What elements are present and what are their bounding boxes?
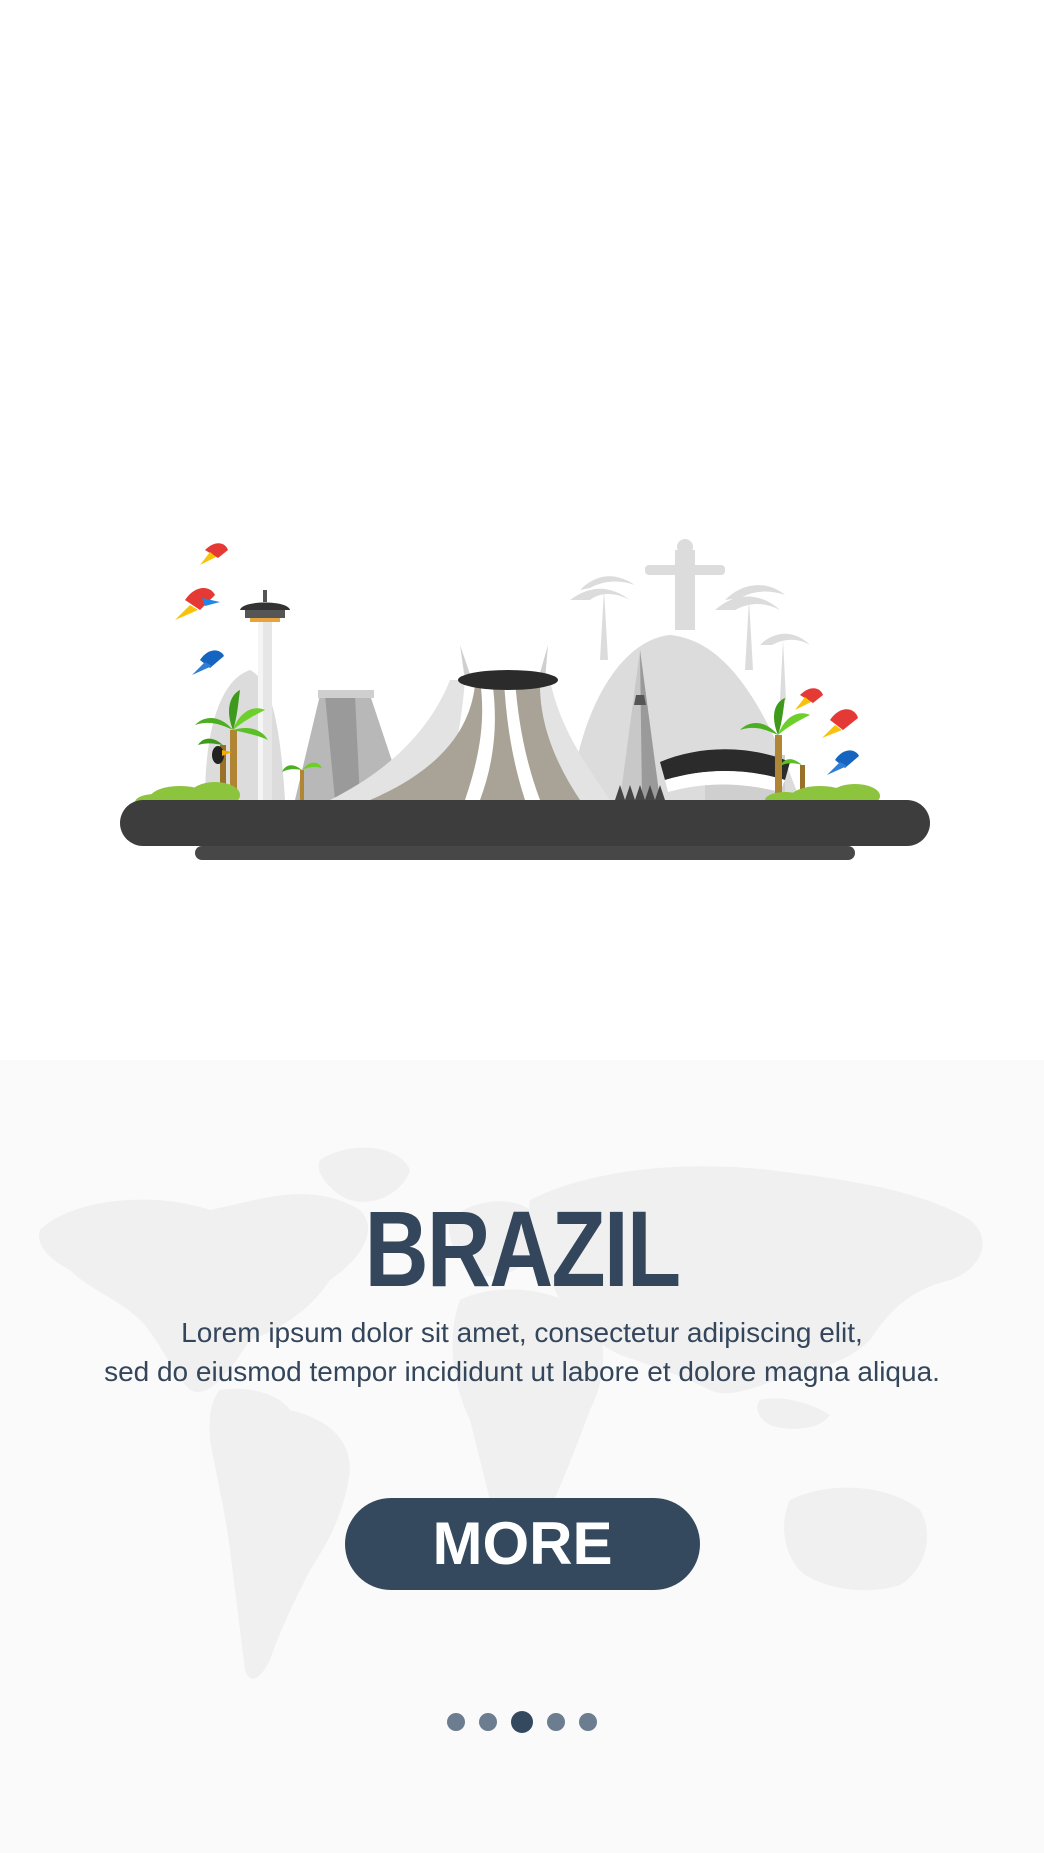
- pagination-dot-5[interactable]: [579, 1713, 597, 1731]
- niteroi-museum: [660, 749, 790, 800]
- description-line-1: Lorem ipsum dolor sit amet, consectetur …: [181, 1317, 863, 1348]
- platform-base: [195, 846, 855, 860]
- brazil-landmarks-illustration: [120, 539, 930, 860]
- spire-monument: [615, 650, 665, 800]
- pagination-dot-1[interactable]: [447, 1713, 465, 1731]
- parrots-right: [795, 688, 859, 775]
- pagination-dot-2[interactable]: [479, 1713, 497, 1731]
- description-line-2: sed do eiusmod tempor incididunt ut labo…: [104, 1356, 940, 1387]
- parrots-left: [175, 543, 228, 675]
- more-button[interactable]: MORE: [345, 1498, 700, 1590]
- pagination-dots: [0, 1711, 1044, 1733]
- pagination-dot-3-active[interactable]: [511, 1711, 533, 1733]
- world-map-background: [39, 1147, 983, 1679]
- palm-trees-right: [740, 698, 810, 802]
- pagination-dot-4[interactable]: [547, 1713, 565, 1731]
- cathedral-of-brasilia: [330, 645, 610, 800]
- destination-description: Lorem ipsum dolor sit amet, consectetur …: [0, 1313, 1044, 1391]
- palm-trees-left: [195, 690, 322, 802]
- destination-title: BRAZIL: [364, 1188, 681, 1309]
- platform: [120, 800, 930, 846]
